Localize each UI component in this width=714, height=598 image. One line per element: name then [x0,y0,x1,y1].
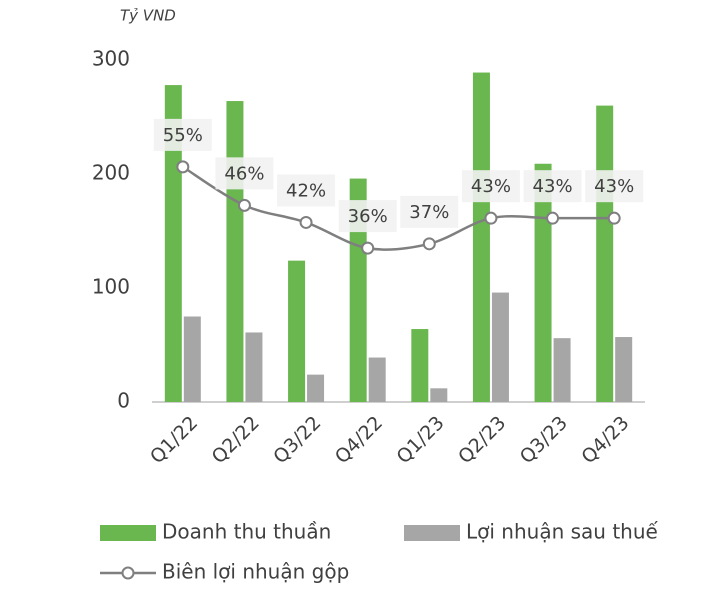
bar [596,105,614,402]
data-label-bg [215,157,274,190]
legend-label: Doanh thu thuần [162,520,331,544]
data-label: 43% [594,176,634,197]
data-label: 36% [348,206,388,227]
y-tick-label: 0 [117,389,130,413]
x-tick-label: Q3/23 [516,412,572,468]
bar [245,332,263,402]
y-tick-label: 300 [92,47,130,71]
line-marker [422,237,436,251]
x-tick-label: Q2/23 [454,412,510,468]
x-tick-label: Q4/22 [331,412,387,468]
x-tick-label: Q1/22 [146,412,202,468]
unit-label: Tỷ VND [120,7,176,25]
bar [411,329,429,402]
line-marker [299,215,313,229]
x-tick-label: Q1/23 [392,412,448,468]
data-label: 43% [471,176,511,197]
bar [183,316,201,402]
line-marker [176,160,190,174]
data-label-bg [338,200,397,233]
data-label: 42% [286,180,326,201]
x-tick-label: Q3/22 [269,412,325,468]
data-label: 43% [533,176,573,197]
legend-swatch [404,525,460,541]
line-marker [361,241,375,255]
line-marker [546,211,560,225]
x-tick-label: Q2/22 [208,412,264,468]
bar [349,178,367,402]
data-label-bg [277,174,336,207]
bar [491,292,509,402]
line-marker [607,211,621,225]
bar [472,72,490,402]
legend-label: Biên lợi nhuận gộp [162,560,349,584]
data-label: 55% [163,125,203,146]
line-marker [237,198,251,212]
data-label-bg [585,170,644,203]
legend-marker [121,566,135,580]
legend-label: Lợi nhuận sau thuế [466,520,659,544]
bar [368,357,386,402]
legend-swatch [100,525,156,541]
y-tick-label: 100 [92,275,130,299]
bar [534,163,552,402]
line-marker [484,211,498,225]
x-tick-label: Q4/23 [577,412,633,468]
data-label-bg [461,170,520,203]
data-label-bg [400,195,459,228]
bar [430,388,448,402]
bar [615,337,633,402]
bar [553,338,571,402]
bar [288,260,306,402]
data-label-bg [153,118,212,151]
data-label: 46% [224,163,264,184]
data-label-bg [523,170,582,203]
bar [226,101,244,402]
y-tick-label: 200 [92,161,130,185]
bar [307,374,325,402]
data-label: 37% [409,202,449,223]
